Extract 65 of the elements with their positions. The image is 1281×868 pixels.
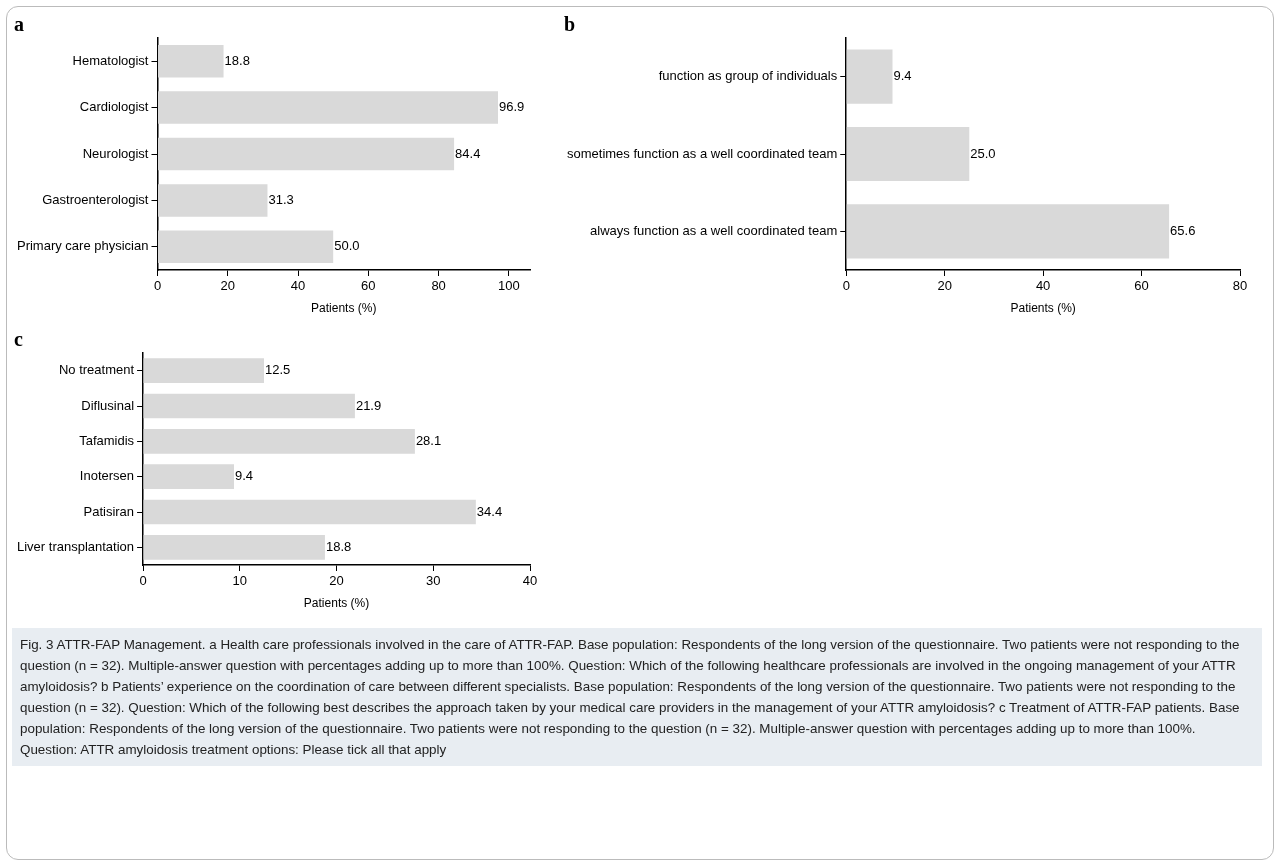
bar xyxy=(157,44,224,78)
x-tick-label: 60 xyxy=(361,278,376,294)
bar xyxy=(143,464,234,490)
y-tick-label: always function as a well coordinated team xyxy=(590,222,838,238)
y-tick-label: Hematologist xyxy=(72,52,149,68)
x-tick-label: 40 xyxy=(1035,278,1051,294)
data-label: 96.9 xyxy=(499,99,525,115)
bar xyxy=(143,428,415,454)
bar xyxy=(157,184,268,217)
chart-title: a xyxy=(14,13,24,36)
x-tick-label: 80 xyxy=(431,278,446,294)
y-tick-label: Cardiologist xyxy=(79,99,149,115)
x-tick-label: 0 xyxy=(842,278,850,294)
y-tick-label: No treatment xyxy=(58,362,135,378)
bar xyxy=(846,49,893,104)
x-tick-label: 10 xyxy=(232,573,248,589)
data-label: 84.4 xyxy=(455,145,481,161)
data-label: 9.4 xyxy=(893,68,912,84)
y-tick-label: function as group of individuals xyxy=(658,68,838,84)
data-label: 50.0 xyxy=(334,238,360,254)
bar xyxy=(143,393,355,419)
bar xyxy=(157,137,455,171)
bar xyxy=(157,230,334,264)
y-tick-label: Diflusinal xyxy=(81,397,135,413)
x-tick-label: 0 xyxy=(139,573,147,589)
text: b xyxy=(564,13,576,36)
chart-title: c xyxy=(14,328,23,351)
y-tick-label: Liver transplantation xyxy=(16,538,135,554)
y-tick-label: Tafamidis xyxy=(79,432,135,448)
data-label: 21.9 xyxy=(355,397,382,413)
bar xyxy=(143,358,264,384)
x-tick-label: 20 xyxy=(329,573,344,589)
caption: Fig. 3 ATTR-FAP Management. a Health care professionals involved in the care of ATTR-FAP. Base population: Respondents of the long version of the questionnaire. Two patients were not responding to the question (n = 32). Multiple-answer question with percentages adding up to more than 100%. Question: Which of the following healthcare professionals are involved in the ongoing management of your ATTR amyloidosis? b Patients’ experience on the coordination of care between different specialists. Base population: Respondents of the long version of the questionnaire. Two patients were not responding to the question (n = 32). Question: Which of the following best describes the approach taken by your medical care providers in the management of your ATTR amyloidosis? c Treatment of ATTR-FAP patients. Base population: Respondents of the long version of the questionnaire. Two patients were not responding to the question (n = 32). Multiple-answer question with percentages adding up to more than 100%. Question: ATTR amyloidosis treatment options: Please tick all that apply xyxy=(12,628,1262,766)
x-tick-label: 80 xyxy=(1232,278,1248,294)
data-label: 28.1 xyxy=(415,432,442,448)
y-tick-label: Gastroenterologist xyxy=(42,191,149,207)
bar xyxy=(846,204,1170,259)
x-tick-label: 20 xyxy=(937,278,952,294)
data-label: 65.6 xyxy=(1170,222,1196,238)
bar xyxy=(846,126,970,182)
data-label: 31.3 xyxy=(268,191,294,207)
y-tick-label: Inotersen xyxy=(79,468,135,484)
x-tick-label: 60 xyxy=(1134,278,1149,294)
y-tick-label: sometimes function as a well coordinated team xyxy=(567,145,838,161)
x-tick-label: 100 xyxy=(498,278,520,294)
x-tick-label: 30 xyxy=(426,573,441,589)
y-tick-label: Neurologist xyxy=(82,145,149,161)
bar xyxy=(143,499,476,525)
x-axis-title: Patients (%) xyxy=(1010,301,1076,316)
data-label: 18.8 xyxy=(224,52,250,68)
data-label: 25.0 xyxy=(970,145,996,161)
bar xyxy=(143,534,325,560)
data-label: 18.8 xyxy=(325,538,352,554)
x-tick-label: 40 xyxy=(290,278,306,294)
x-tick-label: 20 xyxy=(220,278,236,294)
x-tick-label: 0 xyxy=(153,278,162,294)
x-tick-label: 40 xyxy=(522,573,538,589)
x-axis-title: Patients (%) xyxy=(303,596,370,611)
x-axis-title: Patients (%) xyxy=(311,301,377,316)
data-label: 12.5 xyxy=(264,362,291,378)
data-label: 9.4 xyxy=(235,468,254,484)
y-tick-label: Patisiran xyxy=(83,503,135,519)
bar xyxy=(157,91,499,124)
y-tick-label: Primary care physician xyxy=(16,238,149,254)
data-label: 34.4 xyxy=(476,503,503,519)
